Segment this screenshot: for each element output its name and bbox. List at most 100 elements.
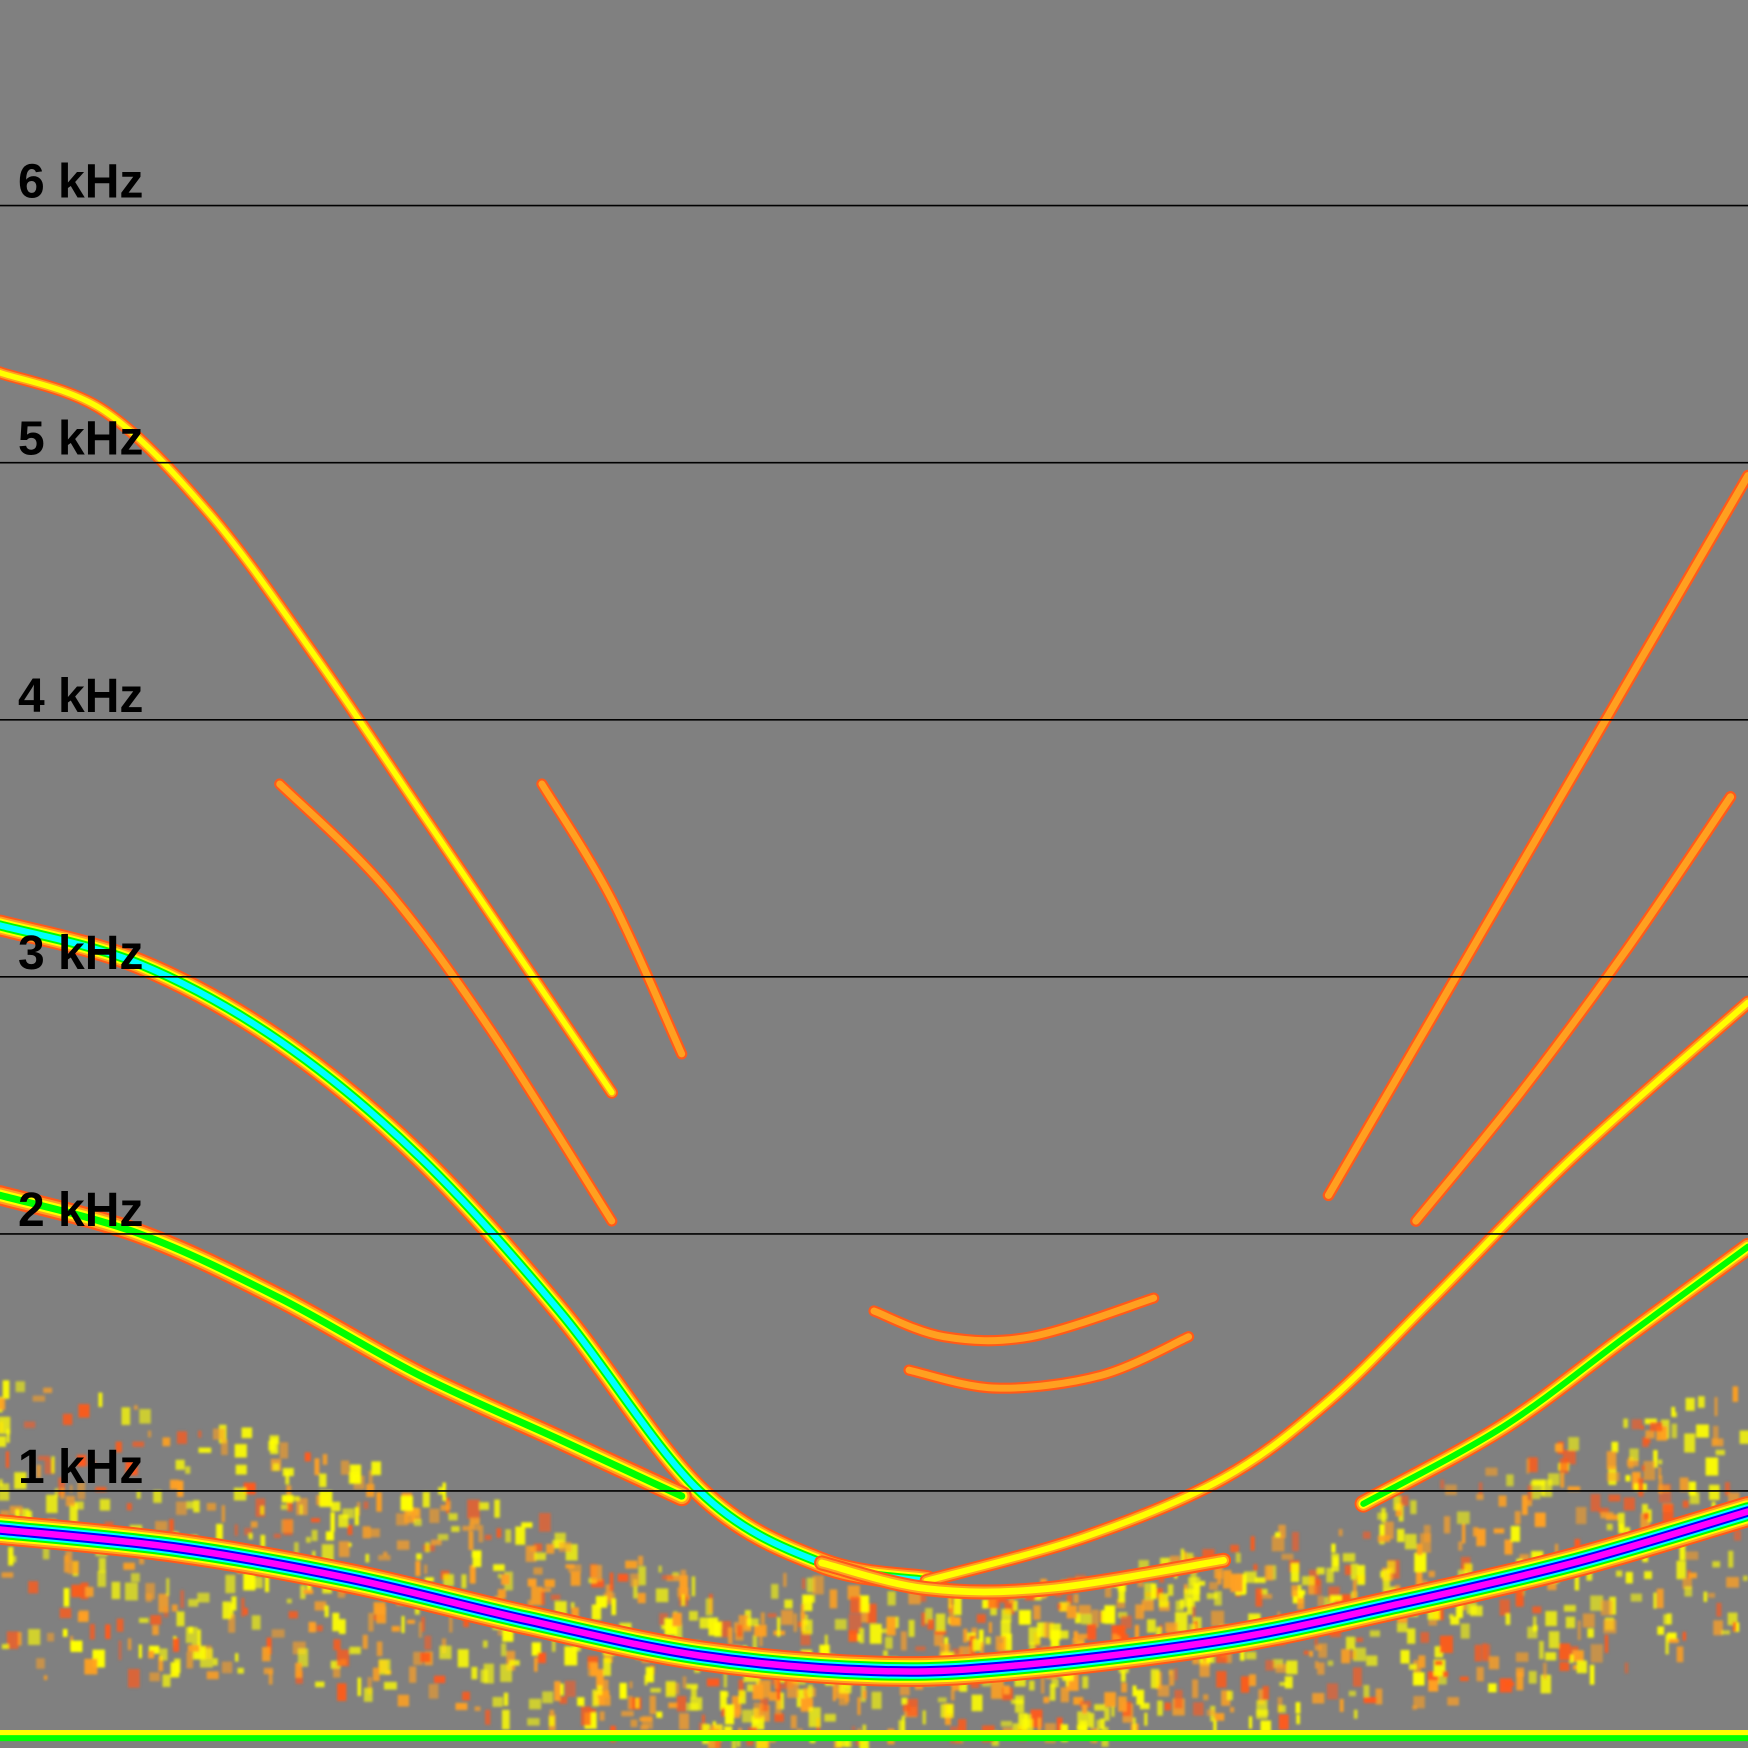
noise-speck xyxy=(152,1625,159,1636)
noise-speck xyxy=(885,1637,893,1649)
noise-speck xyxy=(940,1704,954,1718)
noise-speck xyxy=(1671,1406,1676,1417)
noise-speck xyxy=(418,1621,422,1638)
noise-speck xyxy=(1160,1557,1170,1568)
noise-speck xyxy=(371,1461,381,1476)
noise-speck xyxy=(887,1591,896,1606)
noise-speck xyxy=(1152,1588,1163,1598)
noise-speck xyxy=(469,1517,480,1531)
noise-speck xyxy=(1117,1625,1126,1636)
noise-speck xyxy=(502,1623,514,1642)
noise-speck xyxy=(1397,1616,1408,1623)
noise-speck xyxy=(1057,1603,1061,1610)
noise-speck xyxy=(333,1639,341,1651)
noise-speck xyxy=(1668,1638,1679,1643)
noise-speck xyxy=(630,1719,638,1728)
noise-speck xyxy=(1158,1593,1169,1608)
noise-speck xyxy=(1292,1532,1299,1552)
noise-speck xyxy=(1317,1662,1325,1675)
noise-speck xyxy=(1206,1593,1218,1599)
noise-speck xyxy=(1407,1628,1416,1644)
noise-speck xyxy=(592,1689,599,1707)
noise-speck xyxy=(439,1645,452,1660)
noise-speck xyxy=(1545,1652,1557,1661)
noise-speck xyxy=(1728,1492,1740,1504)
noise-speck xyxy=(311,1518,320,1523)
noise-speck xyxy=(1658,1459,1663,1465)
harmonic-series-12 xyxy=(814,1552,1232,1600)
noise-speck xyxy=(1623,1497,1635,1511)
noise-speck xyxy=(1037,1622,1047,1638)
noise-speck xyxy=(1380,1570,1384,1578)
noise-speck xyxy=(262,1647,271,1662)
noise-speck xyxy=(1498,1495,1507,1507)
noise-speck xyxy=(605,1584,613,1601)
noise-speck xyxy=(383,1551,388,1557)
noise-speck xyxy=(1226,1690,1233,1701)
noise-speck xyxy=(365,1554,370,1563)
noise-speck xyxy=(1456,1600,1463,1618)
noise-speck xyxy=(1214,1591,1222,1606)
noise-speck xyxy=(900,1631,907,1651)
noise-speck xyxy=(1363,1697,1377,1704)
noise-speck xyxy=(1056,1717,1063,1735)
noise-speck xyxy=(1485,1467,1498,1476)
y-grid: 6 kHz 5 kHz 4 kHz 3 kHz 2 kHz 1 kHz xyxy=(0,156,1748,1494)
noise-speck xyxy=(1478,1482,1483,1495)
noise-speck xyxy=(1275,1532,1281,1538)
noise-speck xyxy=(539,1513,551,1532)
noise-speck xyxy=(824,1634,828,1651)
noise-speck xyxy=(1260,1720,1271,1733)
noise-speck xyxy=(340,1460,350,1475)
noise-speck xyxy=(1286,1660,1298,1675)
noise-speck xyxy=(51,1456,55,1474)
noise-speck xyxy=(1682,1577,1692,1589)
noise-speck xyxy=(1000,1620,1011,1639)
noise-speck xyxy=(1653,1592,1657,1609)
noise-speck xyxy=(0,1416,11,1435)
noise-speck xyxy=(396,1540,410,1550)
noise-speck xyxy=(665,1681,676,1698)
noise-speck xyxy=(1309,1651,1313,1657)
noise-speck xyxy=(1255,1588,1263,1607)
noise-speck xyxy=(505,1529,512,1543)
noise-speck xyxy=(299,1504,303,1515)
noise-speck xyxy=(638,1566,646,1586)
noise-speck xyxy=(1353,1647,1366,1662)
noise-speck xyxy=(1147,1619,1156,1633)
noise-speck xyxy=(812,1575,824,1595)
harmonic-series-6 xyxy=(919,995,1748,1588)
noise-speck xyxy=(131,1573,140,1582)
noise-speck xyxy=(297,1648,309,1667)
noise-speck xyxy=(407,1619,415,1624)
noise-speck xyxy=(1656,1426,1668,1441)
noise-speck xyxy=(501,1574,510,1585)
noise-speck xyxy=(599,1711,605,1721)
noise-speck xyxy=(1380,1524,1385,1536)
noise-speck xyxy=(1715,1449,1725,1456)
noise-speck xyxy=(1001,1609,1012,1623)
noise-speck xyxy=(1644,1571,1652,1580)
noise-speck xyxy=(781,1610,794,1625)
noise-speck xyxy=(1728,1550,1734,1568)
noise-speck xyxy=(175,1459,185,1470)
noise-speck xyxy=(494,1499,500,1518)
noise-speck xyxy=(908,1619,915,1637)
noise-speck xyxy=(1505,1613,1511,1625)
noise-speck xyxy=(542,1691,553,1704)
noise-speck xyxy=(1096,1719,1100,1738)
noise-speck xyxy=(1271,1535,1285,1552)
noise-speck xyxy=(1712,1561,1721,1568)
noise-speck xyxy=(807,1684,813,1698)
noise-speck xyxy=(1563,1605,1576,1612)
noise-speck xyxy=(527,1578,537,1587)
noise-speck xyxy=(197,1629,201,1649)
noise-speck xyxy=(1302,1576,1315,1586)
noise-speck xyxy=(1464,1563,1473,1578)
noise-speck xyxy=(525,1545,537,1562)
noise-speck xyxy=(1339,1698,1344,1712)
noise-speck xyxy=(1582,1613,1595,1628)
noise-speck xyxy=(1344,1565,1352,1576)
noise-speck xyxy=(1462,1523,1466,1544)
noise-speck xyxy=(330,1501,341,1512)
